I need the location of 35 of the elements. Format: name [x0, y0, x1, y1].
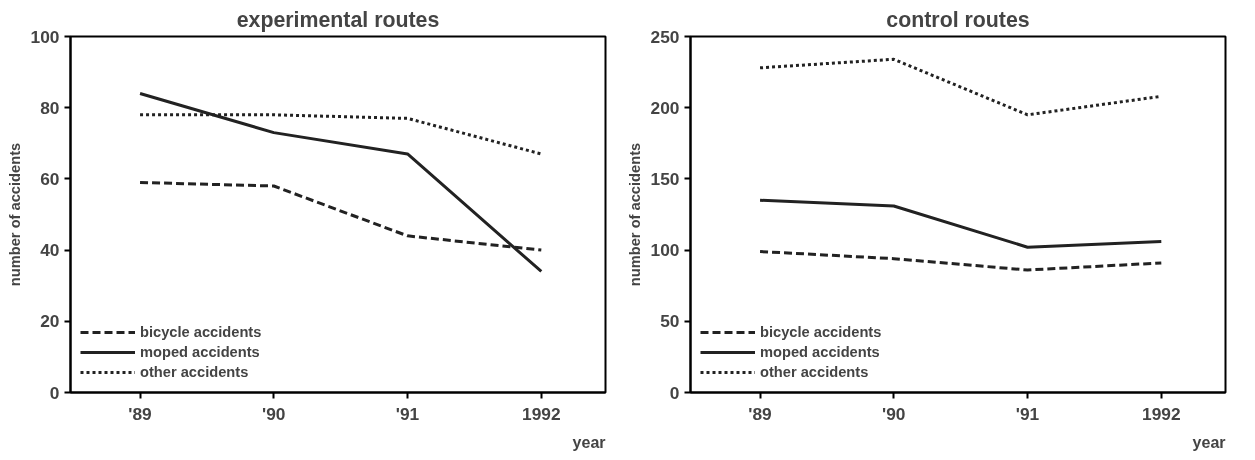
legend-label: bicycle accidents: [760, 324, 882, 340]
legend-label: other accidents: [760, 364, 869, 380]
y-axis-title: number of accidents: [626, 142, 643, 287]
y-axis-title: number of accidents: [6, 142, 23, 287]
x-tick-label: '89: [128, 403, 152, 424]
y-tick-label: 80: [40, 97, 60, 118]
line-series: [758, 250, 1163, 272]
y-tick-label: 50: [660, 311, 680, 332]
y-tick-label: 0: [669, 382, 680, 403]
legend-label: moped accidents: [140, 344, 260, 360]
x-tick-label: 1992: [522, 403, 561, 424]
x-axis-title: year: [1192, 433, 1226, 451]
x-tick-label: '90: [262, 403, 286, 424]
y-tick-label: 200: [650, 97, 680, 118]
y-tick-label: 150: [650, 168, 680, 189]
chart-title: control routes: [886, 7, 1030, 32]
y-tick-label: 40: [40, 240, 60, 261]
x-tick-label: '91: [395, 403, 420, 424]
chart-title: experimental routes: [236, 7, 440, 32]
y-tick-label: 250: [650, 26, 680, 47]
x-tick-label: '89: [748, 403, 772, 424]
y-tick-label: 100: [650, 240, 680, 261]
legend-label: other accidents: [140, 364, 249, 380]
y-tick-label: 0: [49, 382, 60, 403]
legend-label: bicycle accidents: [140, 324, 262, 340]
x-tick-label: 1992: [1142, 403, 1181, 424]
y-tick-label: 100: [30, 26, 60, 47]
y-tick-label: 20: [40, 311, 60, 332]
line-series: [138, 91, 543, 273]
legend-label: moped accidents: [760, 344, 880, 360]
x-tick-label: '90: [882, 403, 906, 424]
x-axis-title: year: [572, 433, 606, 451]
y-tick-label: 60: [40, 168, 60, 189]
x-tick-label: '91: [1015, 403, 1040, 424]
line-series: [758, 198, 1163, 249]
